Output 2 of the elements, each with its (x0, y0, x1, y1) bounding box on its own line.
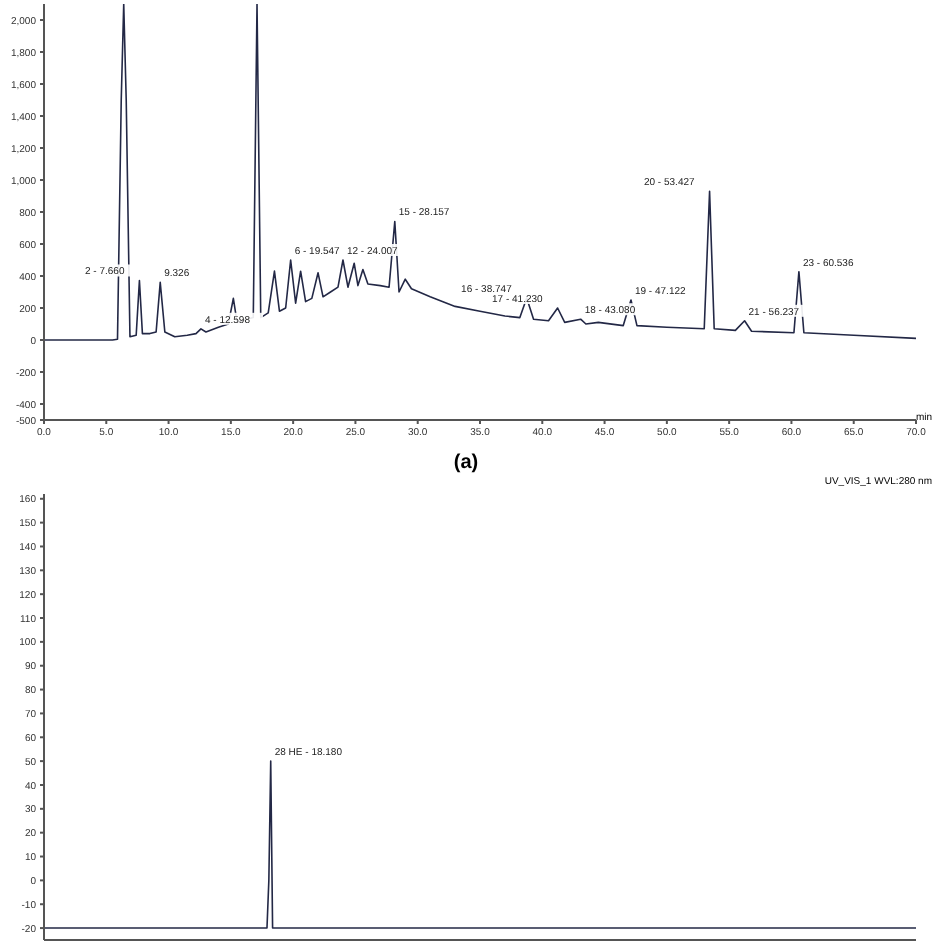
line-series (44, 4, 916, 341)
text: (a) (453, 452, 479, 474)
